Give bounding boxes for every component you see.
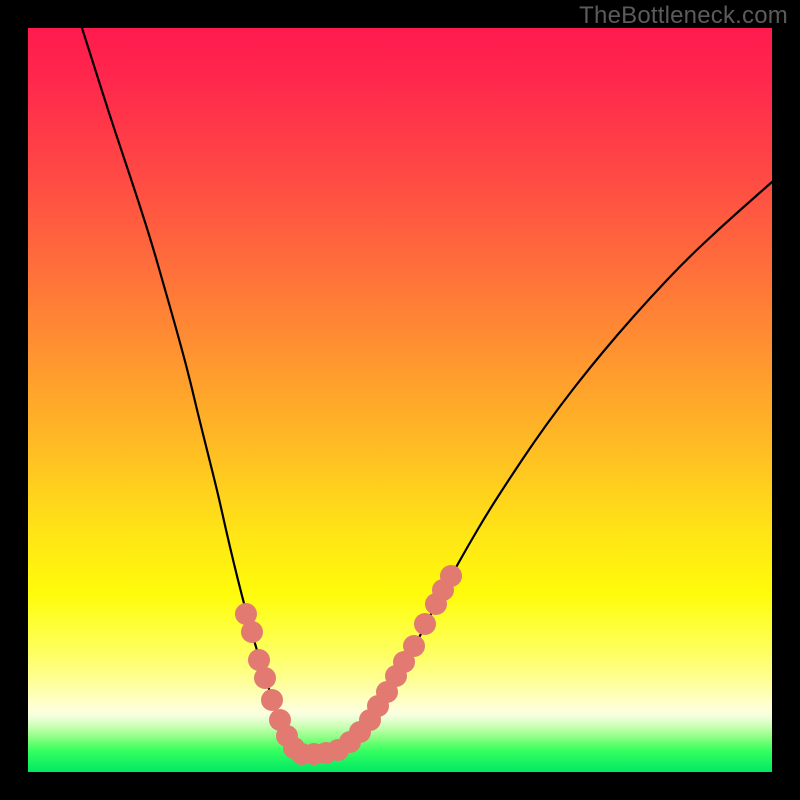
data-point — [254, 667, 276, 689]
watermark-text: TheBottleneck.com — [579, 2, 788, 30]
chart-svg — [0, 0, 800, 800]
data-point — [403, 635, 425, 657]
data-point — [241, 621, 263, 643]
data-point — [440, 565, 462, 587]
data-point — [261, 689, 283, 711]
bottleneck-chart: TheBottleneck.com — [0, 0, 800, 800]
data-point — [414, 613, 436, 635]
